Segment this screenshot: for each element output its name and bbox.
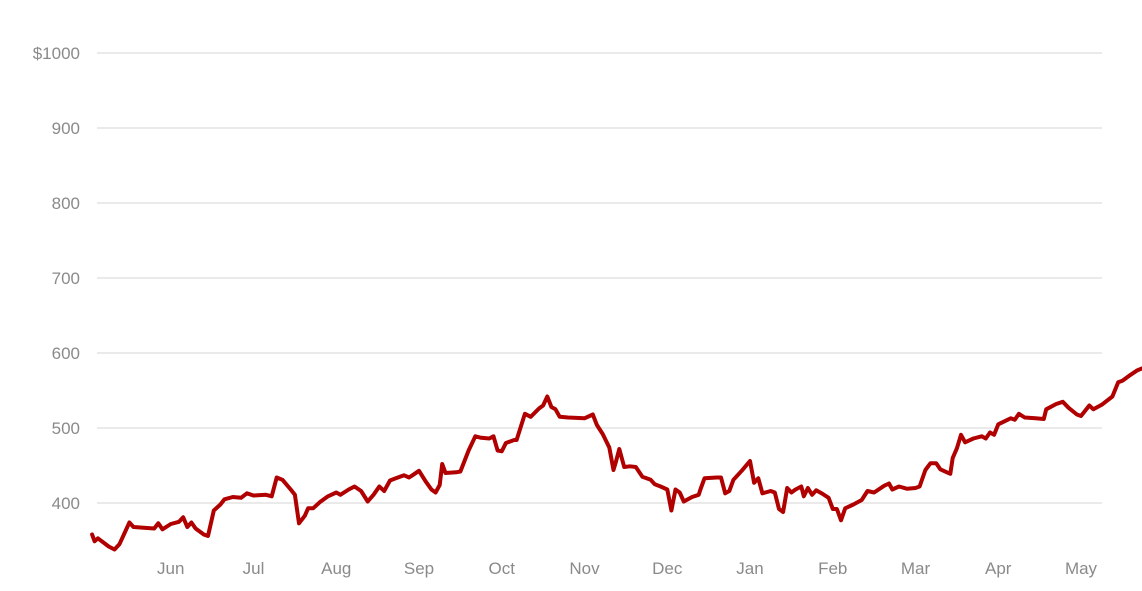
gridlines (97, 52, 1102, 504)
price-series-line (90, 366, 1142, 552)
x-tick-label: Jun (157, 559, 184, 578)
x-axis-ticks: Jun Jul Aug Sep Oct Nov Dec Jan Feb Mar Apr May (157, 559, 1098, 578)
series-group (90, 366, 1142, 552)
y-tick-label: $1000 (33, 44, 80, 63)
y-tick-label: 600 (52, 344, 80, 363)
x-tick-label: Oct (489, 559, 516, 578)
y-tick-label: 800 (52, 194, 80, 213)
y-tick-label: 900 (52, 119, 80, 138)
x-tick-label: Feb (818, 559, 847, 578)
x-tick-label: May (1065, 559, 1098, 578)
x-tick-label: Dec (652, 559, 683, 578)
x-tick-label: Jul (243, 559, 265, 578)
x-tick-label: Jan (736, 559, 763, 578)
y-tick-label: 500 (52, 419, 80, 438)
y-tick-label: 400 (52, 494, 80, 513)
x-tick-label: Sep (404, 559, 434, 578)
x-tick-label: Aug (321, 559, 351, 578)
x-tick-label: Nov (569, 559, 600, 578)
y-tick-label: 700 (52, 269, 80, 288)
y-axis-ticks: 400 500 600 700 800 900 $1000 (33, 44, 80, 513)
x-tick-label: Mar (901, 559, 931, 578)
x-tick-label: Apr (985, 559, 1012, 578)
